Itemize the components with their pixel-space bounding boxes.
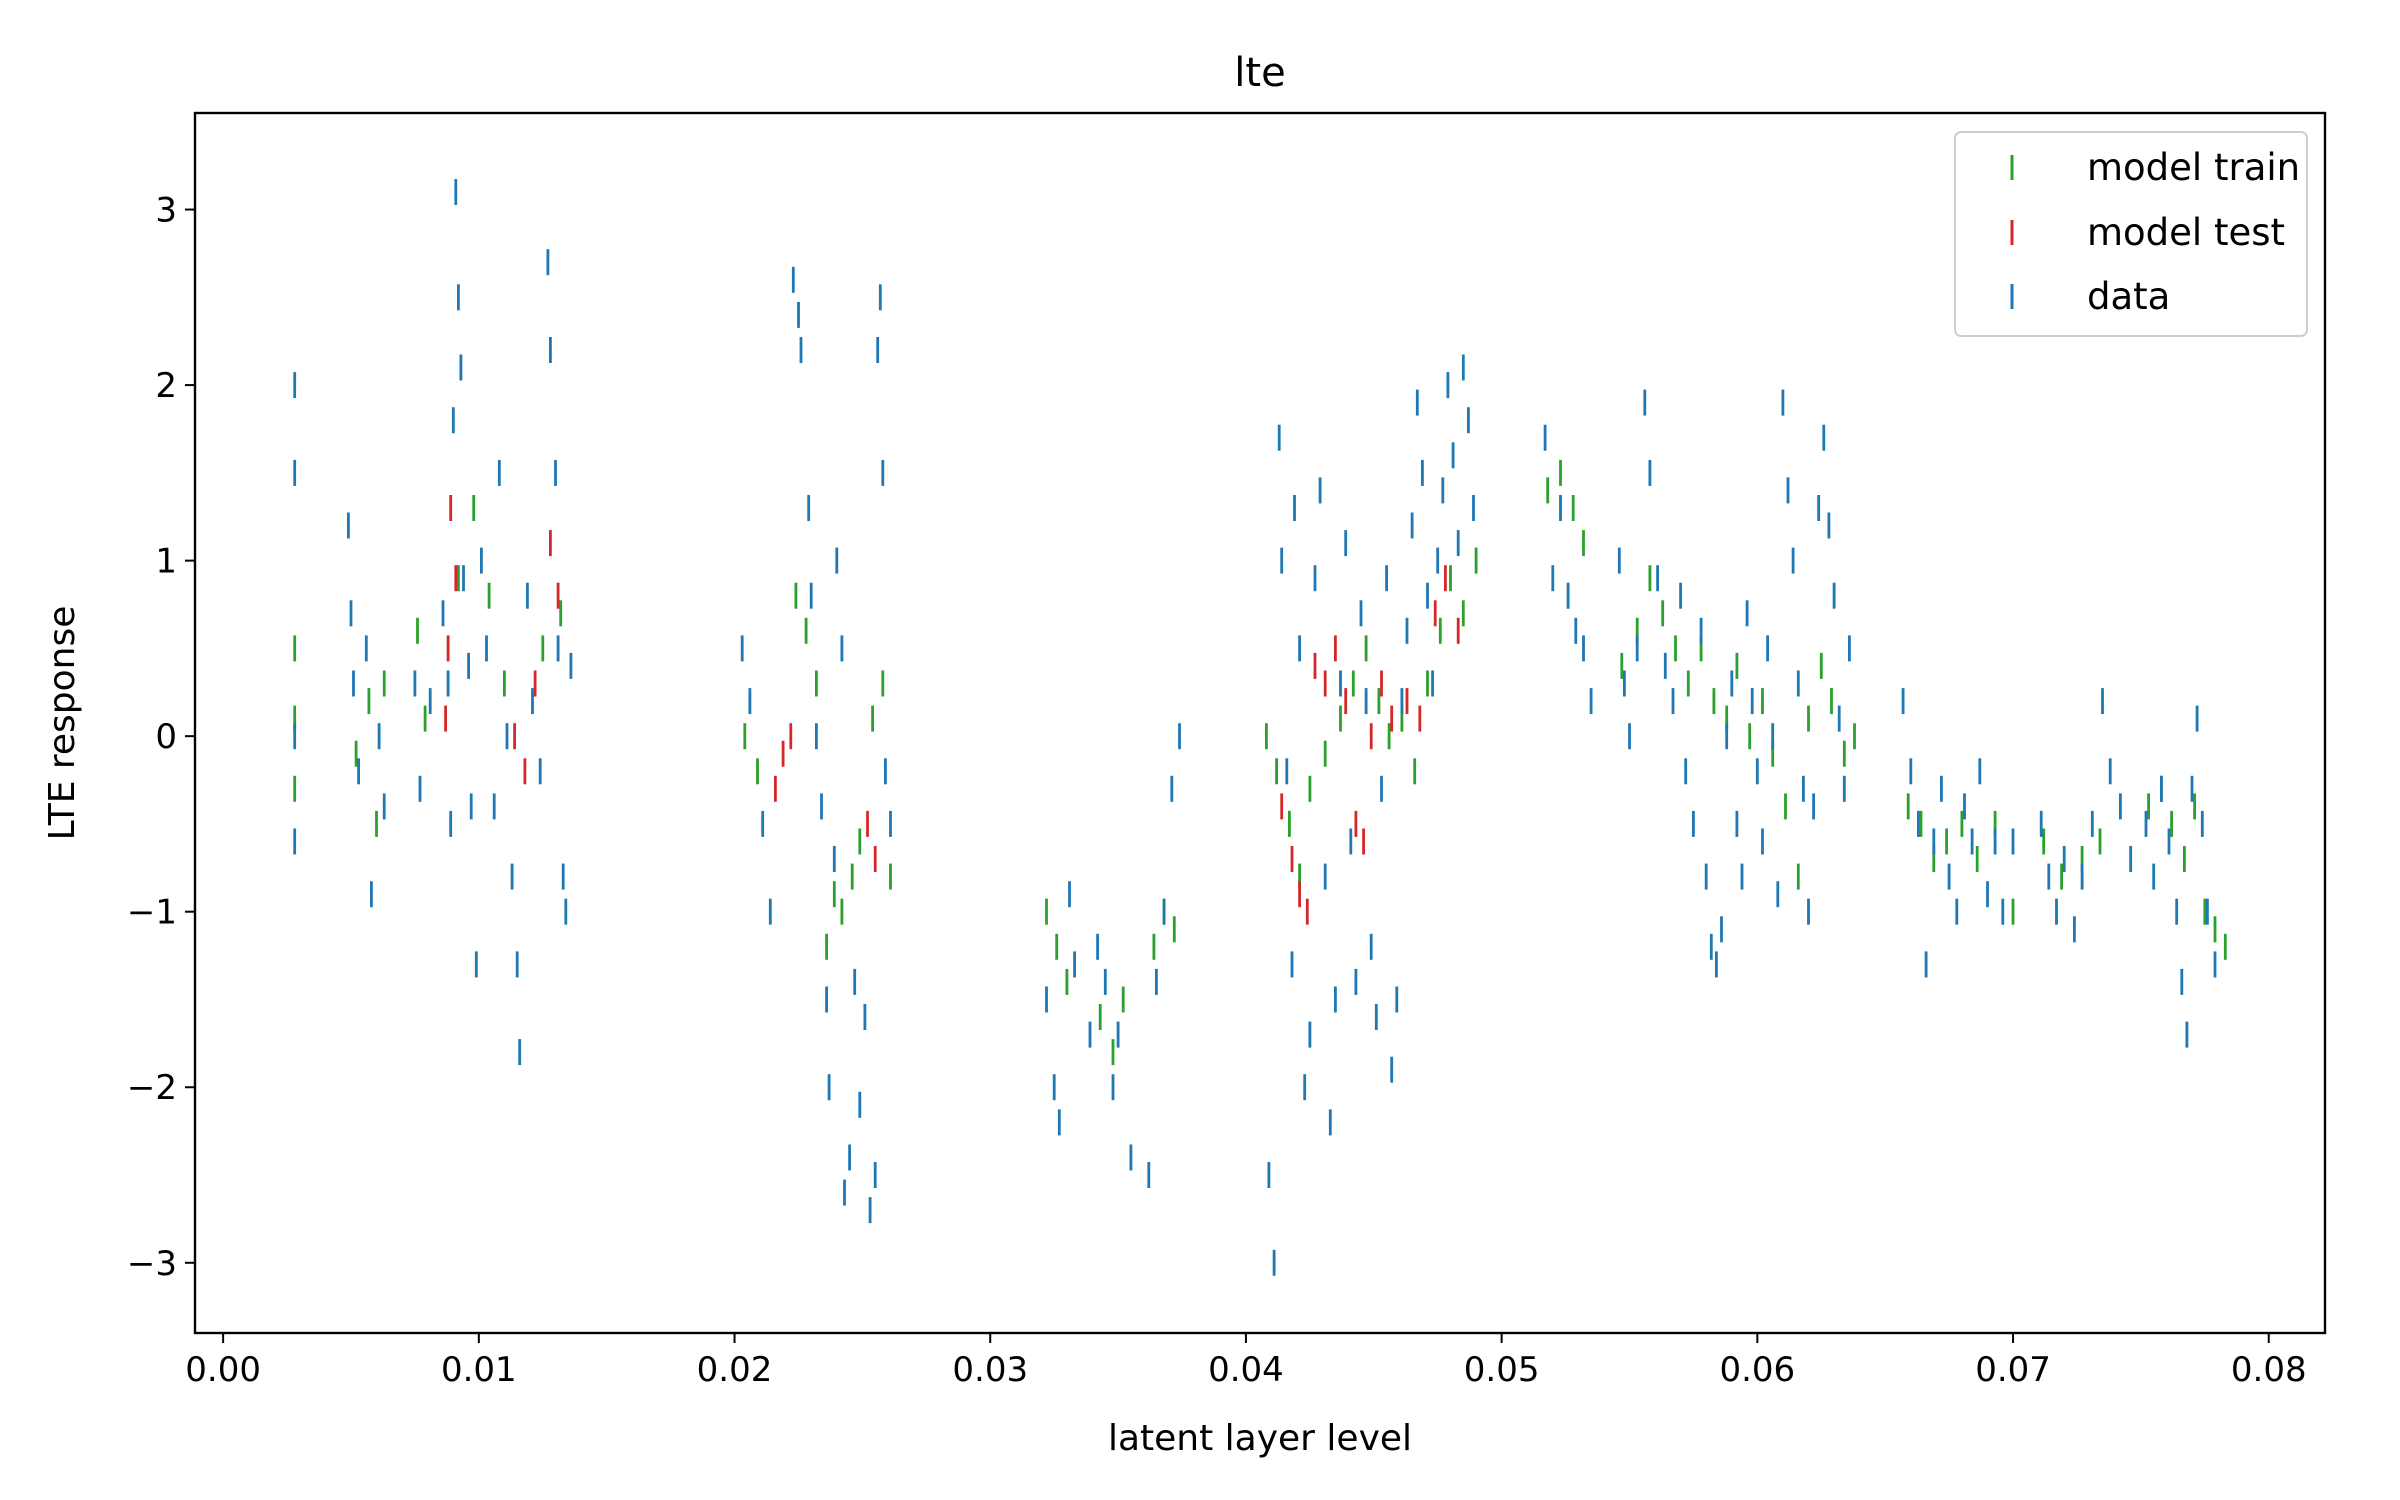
legend-box bbox=[1954, 131, 2308, 337]
x-tick-label: 0.00 bbox=[185, 1350, 261, 1390]
legend: model train model test data bbox=[1954, 131, 2308, 337]
y-tick-label: 3 bbox=[155, 191, 177, 231]
y-axis: −3 −2 −1 0 1 2 3 bbox=[127, 191, 195, 1284]
x-tick-label: 0.05 bbox=[1464, 1350, 1540, 1390]
y-tick-label: −1 bbox=[127, 893, 177, 933]
x-axis: 0.00 0.01 0.02 0.03 0.04 0.05 0.06 0.07 0.08 bbox=[185, 1333, 2307, 1390]
x-tick-label: 0.06 bbox=[1719, 1350, 1795, 1390]
y-tick-label: −3 bbox=[127, 1244, 177, 1284]
x-tick-label: 0.08 bbox=[2231, 1350, 2307, 1390]
x-tick-label: 0.03 bbox=[952, 1350, 1028, 1390]
legend-label-data: data bbox=[2087, 275, 2170, 318]
y-tick-label: −2 bbox=[127, 1068, 177, 1108]
legend-label-model-test: model test bbox=[2087, 211, 2285, 254]
legend-label-model-train: model train bbox=[2087, 146, 2300, 189]
x-tick-label: 0.02 bbox=[697, 1350, 773, 1390]
x-axis-label: latent layer level bbox=[1108, 1418, 1412, 1459]
y-axis-label: LTE response bbox=[42, 606, 83, 841]
x-tick-label: 0.07 bbox=[1975, 1350, 2051, 1390]
x-tick-label: 0.01 bbox=[441, 1350, 517, 1390]
y-tick-label: 0 bbox=[155, 717, 177, 757]
marks-layer bbox=[293, 179, 2227, 1276]
x-tick-label: 0.04 bbox=[1208, 1350, 1284, 1390]
y-tick-label: 1 bbox=[155, 542, 177, 582]
chart-title: lte bbox=[1234, 50, 1285, 96]
y-tick-label: 2 bbox=[155, 366, 177, 406]
plot-frame bbox=[193, 111, 2327, 1335]
